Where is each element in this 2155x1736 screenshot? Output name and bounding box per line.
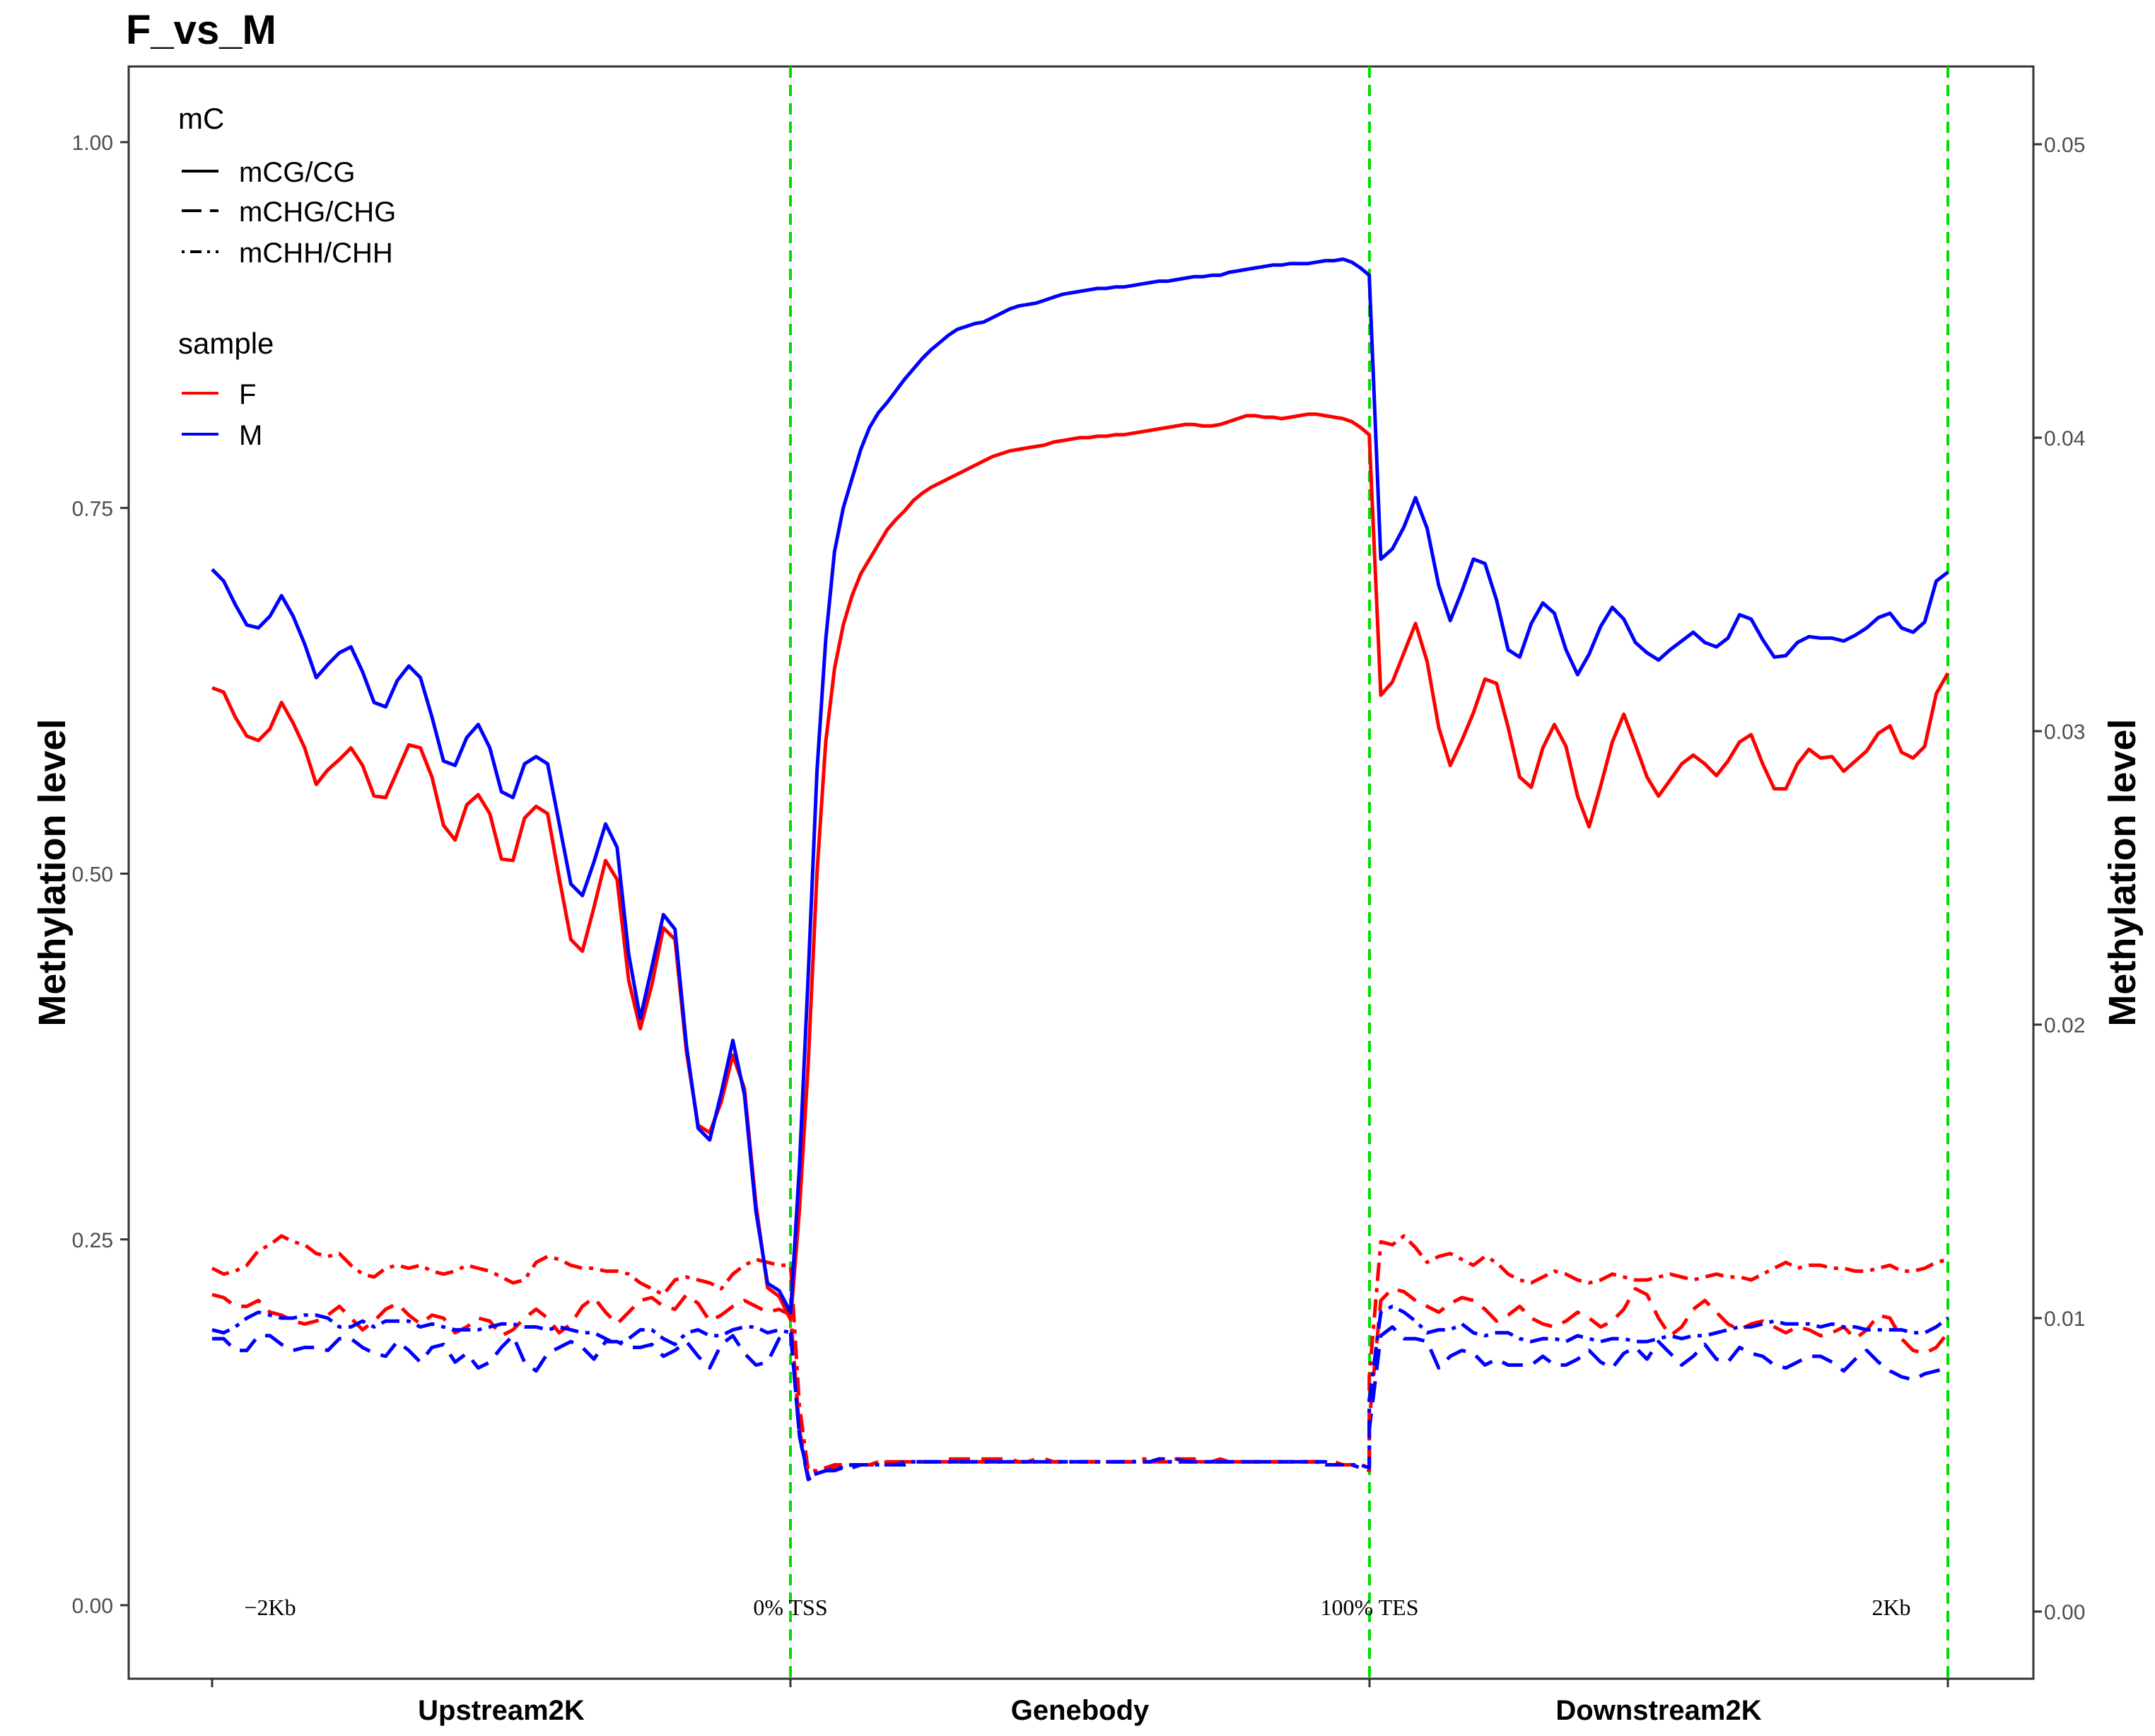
legend-label-mcg: mCG/CG: [239, 157, 355, 188]
left-y-axis-label: Methylation level: [31, 718, 74, 1026]
region-annotation: 2Kb: [1871, 1595, 1910, 1620]
left-y-tick-label: 0.00: [72, 1595, 113, 1618]
legend-label-m: M: [239, 420, 262, 451]
region-annotation: 0% TSS: [753, 1595, 827, 1620]
region-label: Downstream2K: [1555, 1695, 1761, 1726]
region-annotation: −2Kb: [244, 1595, 296, 1620]
series-line-m-mcg: [211, 257, 1949, 1315]
region-annotations: −2Kb 0% TSS 100% TES 2Kb: [244, 1595, 1910, 1620]
series-layer: [211, 257, 1950, 1481]
right-y-tick-label: 0.01: [2044, 1307, 2085, 1331]
left-y-tick-label: 0.50: [72, 863, 113, 887]
plot-panel: [127, 65, 2035, 1680]
left-y-tick-label: 0.75: [72, 497, 113, 520]
series-line-f-mcg: [211, 412, 1950, 1322]
right-y-tick-label: 0.03: [2044, 721, 2085, 744]
x-axis: Upstream2K Genebody Downstream2K: [211, 1679, 1949, 1726]
series-line-f-mchg: [211, 1287, 1949, 1479]
left-y-tick-label: 1.00: [72, 132, 113, 155]
region-label: Genebody: [1011, 1695, 1150, 1726]
region-annotation: 100% TES: [1321, 1595, 1419, 1620]
right-y-tick-label: 0.02: [2044, 1014, 2085, 1037]
series-line-m-mchg: [212, 1325, 1949, 1481]
series-line-f-mchh: [211, 1234, 1949, 1473]
left-y-tick-label: 0.25: [72, 1229, 113, 1252]
legend: mC mCG/CG mCHG/CHG mCHH/CHH sample F M: [178, 102, 396, 451]
right-y-tick-label: 0.04: [2044, 427, 2085, 450]
legend-label-mchh: mCHH/CHH: [239, 238, 393, 269]
series-line-m-mchh: [211, 1304, 1949, 1479]
legend-label-f: F: [239, 379, 256, 410]
right-y-axis: 0.00 0.01 0.02 0.03 0.04 0.05: [2033, 134, 2085, 1624]
right-y-axis-label: Methylation level: [2101, 718, 2144, 1026]
right-y-tick-label: 0.05: [2044, 134, 2085, 157]
region-label: Upstream2K: [418, 1695, 585, 1726]
right-y-tick-label: 0.00: [2044, 1601, 2085, 1624]
left-y-axis: 0.00 0.25 0.50 0.75 1.00: [72, 132, 129, 1618]
chart-title: F_vs_M: [126, 7, 276, 53]
legend-label-mchg: mCHG/CHG: [239, 197, 396, 228]
legend-title-sample: sample: [178, 327, 274, 360]
legend-title-mc: mC: [178, 102, 224, 135]
